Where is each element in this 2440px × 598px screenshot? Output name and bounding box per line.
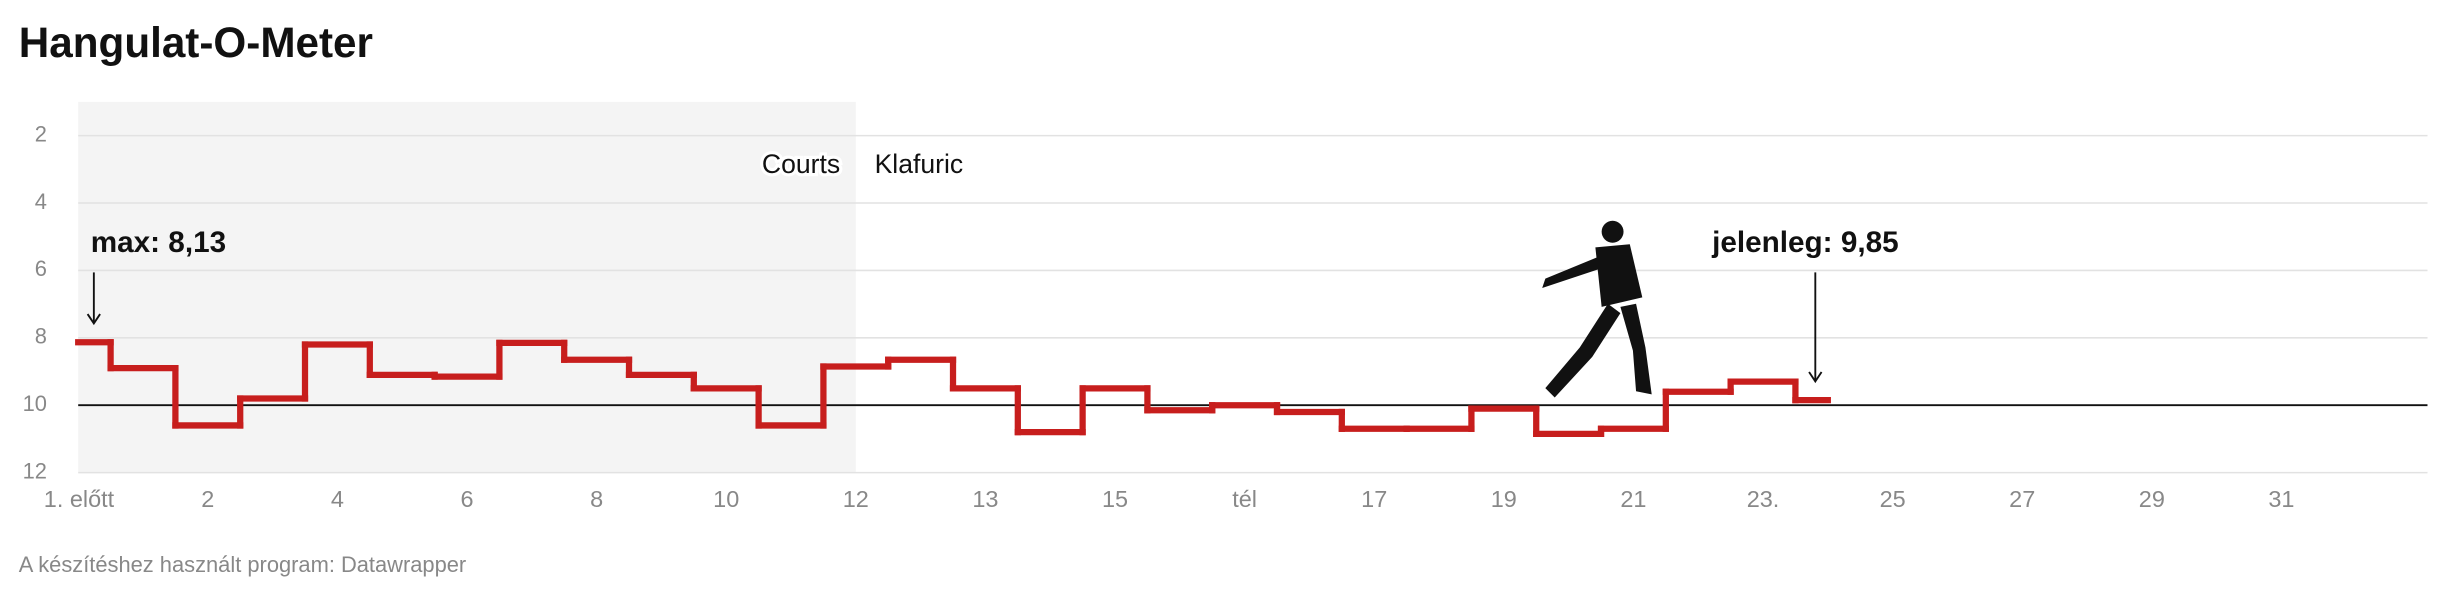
- x-tick-label: 21: [1620, 486, 1646, 512]
- x-tick-label: 1. előtt: [44, 486, 115, 512]
- x-tick-label: tél: [1232, 486, 1257, 512]
- x-tick-label: 29: [2139, 486, 2165, 512]
- x-tick-label: 2: [201, 486, 214, 512]
- x-tick-label: 25: [1880, 486, 1906, 512]
- range-label: Klafuric: [875, 149, 964, 179]
- x-tick-label: 4: [331, 486, 344, 512]
- x-tick-label: 8: [590, 486, 603, 512]
- arrow-head: [86, 313, 101, 326]
- y-tick-label: 8: [35, 324, 47, 349]
- y-tick-label: 10: [23, 391, 47, 416]
- source-note: A készítéshez használt program: Datawrap…: [19, 552, 466, 577]
- y-tick-label: 6: [35, 256, 47, 281]
- plot-area: Courts Klafuric 2 4 6 8 10 12 1. előtt 2 4 6 8 10 12 13…: [23, 101, 2428, 512]
- x-tick-label: 31: [2268, 486, 2294, 512]
- highlight-range: [78, 101, 856, 473]
- x-tick-label: 23.: [1747, 486, 1780, 512]
- arrow-head: [1808, 371, 1823, 384]
- x-tick-label: 10: [713, 486, 739, 512]
- x-tick-label: 13: [972, 486, 998, 512]
- range-label: Courts: [762, 149, 840, 179]
- y-tick-label: 12: [23, 458, 47, 483]
- coach-figure: [1542, 220, 1652, 398]
- y-tick-label: 2: [35, 121, 47, 146]
- x-tick-label: 17: [1361, 486, 1387, 512]
- y-tick-label: 4: [35, 189, 47, 214]
- annotation: jelenleg: 9,85: [1711, 226, 1899, 259]
- chart-title: Hangulat-O-Meter: [19, 19, 373, 66]
- annotation: max: 8,13: [91, 226, 226, 259]
- x-tick-label: 12: [843, 486, 869, 512]
- x-tick-label: 15: [1102, 486, 1128, 512]
- x-tick-label: 6: [460, 486, 473, 512]
- x-tick-label: 27: [2009, 486, 2035, 512]
- x-tick-label: 19: [1491, 486, 1517, 512]
